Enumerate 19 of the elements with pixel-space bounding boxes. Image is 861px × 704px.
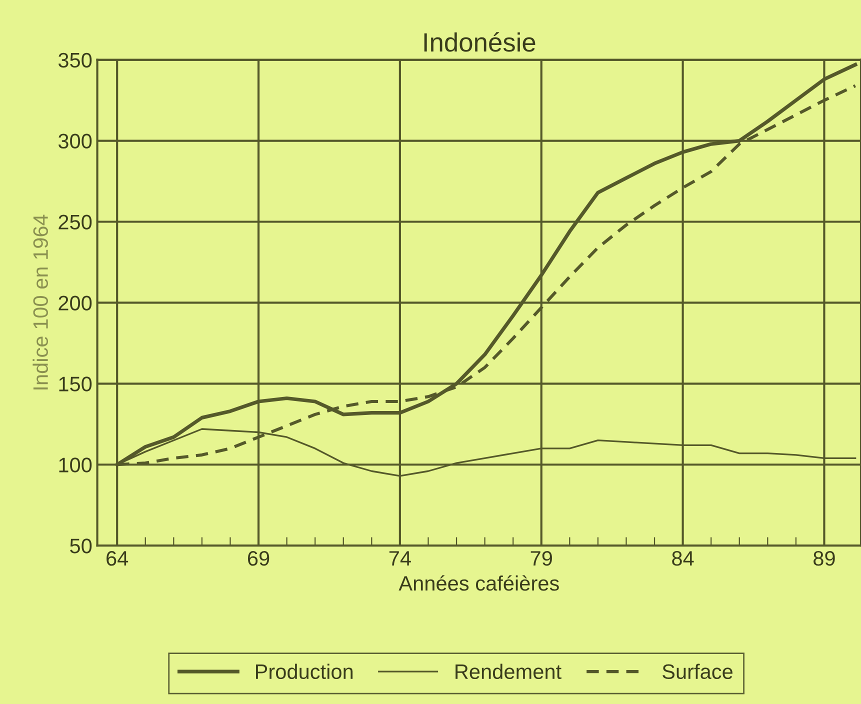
y-tick-label: 250 bbox=[58, 214, 92, 230]
x-tick-label: 79 bbox=[530, 551, 552, 566]
y-tick-label: 350 bbox=[58, 52, 92, 68]
legend-label: Rendement bbox=[456, 664, 562, 680]
legend-label: Surface bbox=[662, 664, 732, 680]
y-tick-label: 200 bbox=[58, 296, 92, 310]
chart-title: Indonésie bbox=[424, 32, 536, 52]
x-tick-label: 69 bbox=[248, 551, 270, 566]
x-tick-label: 84 bbox=[672, 551, 694, 566]
x-tick-label: 74 bbox=[389, 551, 411, 566]
y-tick-label: 50 bbox=[70, 538, 92, 554]
y-tick-label: 150 bbox=[59, 376, 92, 392]
y-axis-title: Indice 100 en 1964 bbox=[32, 214, 48, 390]
y-tick-label: 100 bbox=[59, 458, 92, 472]
x-tick-label: 89 bbox=[814, 551, 835, 566]
x-axis-title: Années caféières bbox=[398, 575, 559, 591]
legend-label: Production bbox=[256, 664, 353, 680]
y-tick-label: 300 bbox=[58, 134, 92, 149]
x-tick-label: 64 bbox=[106, 551, 128, 566]
